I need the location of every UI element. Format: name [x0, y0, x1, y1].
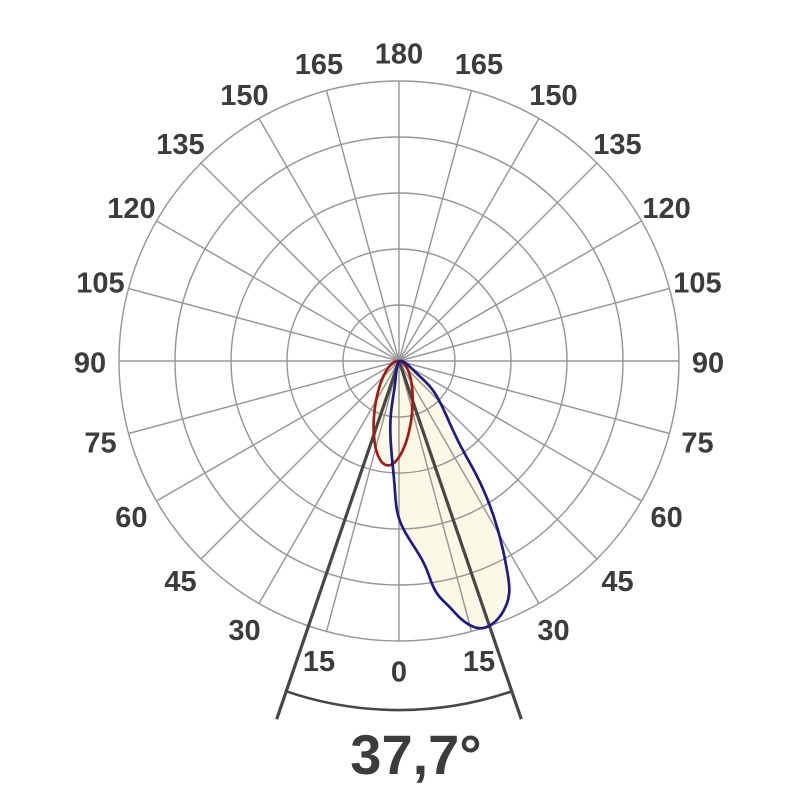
svg-text:0: 0	[391, 656, 407, 688]
svg-text:165: 165	[455, 49, 503, 81]
svg-text:135: 135	[593, 129, 641, 161]
svg-text:165: 165	[295, 49, 343, 81]
svg-text:150: 150	[220, 80, 268, 112]
svg-text:60: 60	[650, 502, 682, 534]
svg-text:45: 45	[164, 566, 196, 598]
svg-text:15: 15	[463, 646, 495, 678]
svg-text:105: 105	[76, 267, 124, 299]
svg-text:135: 135	[156, 129, 204, 161]
svg-text:30: 30	[537, 615, 569, 647]
svg-text:105: 105	[673, 267, 721, 299]
svg-text:75: 75	[84, 427, 116, 459]
svg-text:90: 90	[74, 347, 106, 379]
svg-text:180: 180	[375, 38, 423, 70]
svg-text:37,7°: 37,7°	[350, 723, 481, 786]
svg-text:15: 15	[303, 646, 335, 678]
svg-text:120: 120	[107, 193, 155, 225]
svg-text:75: 75	[681, 427, 713, 459]
svg-text:90: 90	[692, 347, 724, 379]
svg-text:60: 60	[115, 502, 147, 534]
svg-text:120: 120	[642, 193, 690, 225]
svg-text:30: 30	[228, 615, 260, 647]
svg-text:45: 45	[601, 566, 633, 598]
svg-text:150: 150	[529, 80, 577, 112]
